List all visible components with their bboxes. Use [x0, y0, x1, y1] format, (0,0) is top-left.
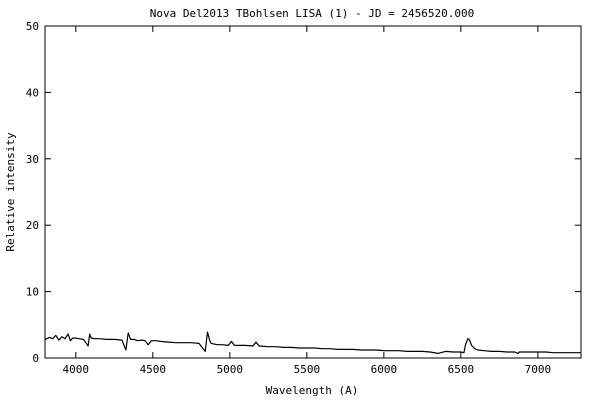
y-axis-label: Relative intensity — [4, 132, 17, 252]
x-tick-label: 5500 — [294, 363, 321, 376]
x-tick-label: 6000 — [371, 363, 398, 376]
y-tick-label: 0 — [32, 352, 39, 365]
y-tick-label: 20 — [26, 219, 39, 232]
y-tick-label: 10 — [26, 286, 39, 299]
chart-title: Nova Del2013 TBohlsen LISA (1) - JD = 24… — [150, 7, 475, 20]
tick-labels: 4000 4500 5000 5500 6000 6500 7000 0 10 20 30 40 50 — [26, 20, 551, 376]
plot-frame — [44, 25, 582, 359]
x-tick-label: 4000 — [63, 363, 90, 376]
x-tick-label: 4500 — [140, 363, 167, 376]
axis-ticks — [45, 25, 581, 359]
y-tick-label: 30 — [26, 153, 39, 166]
x-tick-label: 6500 — [448, 363, 475, 376]
x-axis-label: Wavelength (A) — [266, 384, 359, 397]
x-tick-label: 7000 — [525, 363, 552, 376]
y-tick-label: 40 — [26, 86, 39, 99]
spectrum-line — [44, 331, 581, 354]
x-tick-label: 5000 — [217, 363, 244, 376]
y-tick-label: 50 — [26, 20, 39, 33]
